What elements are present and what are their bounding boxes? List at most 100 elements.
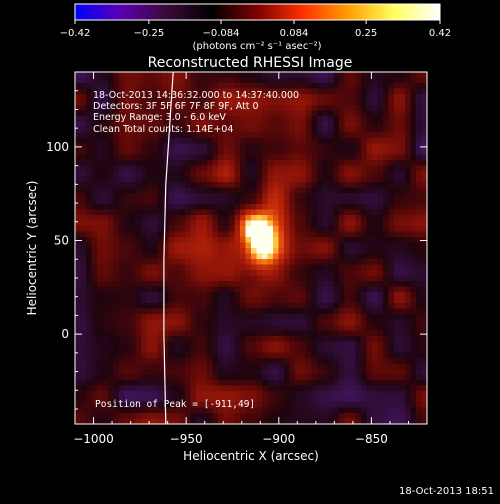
heatmap-cell: [256, 374, 263, 381]
heatmap-cell: [284, 72, 290, 78]
heatmap-cell: [185, 264, 191, 271]
heatmap-cell: [124, 105, 131, 111]
heatmap-cell: [295, 204, 301, 210]
heatmap-cell: [80, 358, 87, 364]
heatmap-cell: [273, 275, 279, 282]
heatmap-cell: [196, 297, 202, 304]
heatmap-cell: [124, 193, 131, 199]
heatmap-cell: [339, 385, 345, 392]
heatmap-cell: [124, 385, 131, 392]
heatmap-cell: [179, 204, 186, 210]
heatmap-cell: [190, 264, 197, 271]
heatmap-cell: [372, 231, 378, 238]
heatmap-cell: [267, 242, 274, 249]
heatmap-cell: [190, 204, 197, 210]
heatmap-cell: [223, 187, 230, 194]
heatmap-cell: [333, 116, 340, 122]
heatmap-cell: [311, 281, 318, 287]
heatmap-cell: [399, 176, 406, 183]
heatmap-cell: [311, 259, 318, 265]
heatmap-cell: [196, 391, 202, 397]
heatmap-cell: [130, 242, 136, 249]
heatmap-cell: [174, 319, 180, 326]
heatmap-cell: [410, 402, 417, 408]
heatmap-cell: [311, 182, 318, 188]
heatmap-cell: [328, 270, 334, 276]
heatmap-cell: [113, 330, 120, 337]
heatmap-cell: [361, 132, 367, 139]
heatmap-cell: [201, 259, 208, 265]
heatmap-cell: [212, 193, 219, 199]
heatmap-cell: [185, 341, 191, 348]
heatmap-cell: [361, 88, 367, 95]
heatmap-cell: [339, 116, 345, 122]
heatmap-cell: [152, 253, 158, 260]
heatmap-cell: [256, 231, 263, 238]
heatmap-cell: [284, 171, 290, 177]
heatmap-cell: [339, 187, 345, 194]
heatmap-cell: [234, 77, 241, 84]
heatmap-cell: [372, 215, 378, 221]
heatmap-cell: [108, 105, 114, 111]
heatmap-cell: [108, 132, 114, 139]
heatmap-cell: [218, 242, 224, 249]
heatmap-cell: [344, 303, 351, 309]
heatmap-cell: [300, 286, 307, 293]
colorbar-ticks: −0.42 −0.25 −0.084 0.084 0.25 0.42: [60, 20, 451, 39]
heatmap-cell: [267, 165, 274, 172]
heatmap-cell: [372, 380, 378, 386]
heatmap-cell: [405, 253, 411, 260]
heatmap-cell: [124, 325, 131, 331]
heatmap-cell: [168, 171, 175, 177]
heatmap-cell: [212, 138, 219, 144]
heatmap-cell: [141, 138, 147, 144]
heatmap-cell: [421, 402, 427, 408]
heatmap-cell: [124, 319, 131, 326]
heatmap-cell: [157, 176, 164, 183]
heatmap-cell: [223, 231, 230, 238]
heatmap-cell: [130, 110, 136, 117]
heatmap-cell: [405, 121, 411, 128]
heatmap-cell: [179, 319, 186, 326]
heatmap-cell: [75, 242, 81, 249]
heatmap-cell: [394, 297, 400, 304]
heatmap-cell: [124, 176, 131, 183]
heatmap-cell: [361, 77, 367, 84]
heatmap-cell: [179, 347, 186, 353]
heatmap-cell: [339, 237, 345, 243]
heatmap-cell: [86, 242, 92, 249]
heatmap-cell: [399, 165, 406, 172]
heatmap-cell: [146, 380, 153, 386]
heatmap-cell: [355, 347, 362, 353]
heatmap-cell: [300, 369, 307, 375]
heatmap-cell: [218, 171, 224, 177]
heatmap-cell: [284, 182, 290, 188]
heatmap-cell: [97, 110, 103, 117]
heatmap-cell: [91, 209, 98, 216]
heatmap-cell: [344, 374, 351, 381]
heatmap-cell: [361, 396, 367, 403]
heatmap-cell: [185, 303, 191, 309]
heatmap-cell: [152, 116, 158, 122]
heatmap-cell: [234, 418, 241, 424]
heatmap-cell: [350, 270, 356, 276]
heatmap-cell: [108, 143, 114, 150]
heatmap-cell: [311, 242, 318, 249]
heatmap-cell: [328, 286, 334, 293]
heatmap-cell: [174, 275, 180, 282]
heatmap-cell: [212, 209, 219, 216]
heatmap-cell: [333, 121, 340, 128]
heatmap-cell: [141, 330, 147, 337]
heatmap-cell: [388, 132, 395, 139]
heatmap-cell: [108, 396, 114, 403]
heatmap-cell: [267, 94, 274, 100]
heatmap-cell: [196, 259, 202, 265]
heatmap-cell: [278, 88, 285, 95]
heatmap-cell: [388, 380, 395, 386]
heatmap-cell: [207, 391, 213, 397]
heatmap-cell: [300, 209, 307, 216]
heatmap-cell: [322, 198, 329, 205]
heatmap-cell: [262, 314, 268, 320]
heatmap-cell: [179, 193, 186, 199]
heatmap-cell: [344, 330, 351, 337]
